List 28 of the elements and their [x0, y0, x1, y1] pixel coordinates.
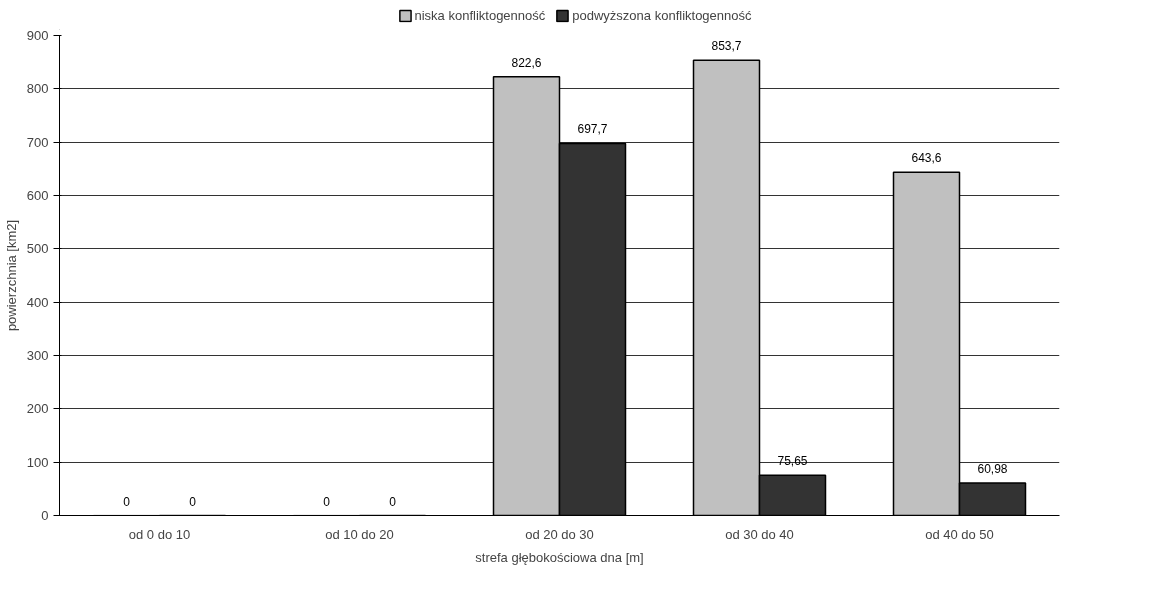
data-label: 0 [189, 494, 197, 509]
x-tick-label: od 20 do 30 [525, 526, 594, 542]
x-tick-label: od 40 do 50 [925, 526, 994, 542]
data-label: 822,6 [511, 55, 542, 70]
y-tick-label: 400 [26, 294, 49, 310]
y-tick-label: 300 [26, 348, 49, 363]
data-label: 853,7 [711, 39, 742, 54]
y-tick-label: 500 [26, 241, 49, 257]
legend-label: niska konfliktogenność [414, 7, 546, 23]
y-tick-label: 0 [41, 508, 49, 523]
y-tick-label: 600 [26, 188, 49, 203]
y-axis-title: powierzchnia [km2] [3, 219, 19, 332]
x-axis-title: strefa głębokościowa dna [m] [475, 549, 644, 565]
legend-label: podwyższona konfliktogenność [572, 7, 752, 23]
data-label: 0 [389, 494, 397, 509]
data-label: 697,7 [577, 122, 608, 137]
y-tick-label: 100 [26, 454, 49, 470]
data-label: 60,98 [977, 461, 1008, 476]
x-tick-label: od 30 do 40 [725, 526, 794, 542]
data-label: 0 [323, 494, 331, 509]
y-tick-label: 700 [26, 134, 49, 150]
x-tick-label: od 10 do 20 [325, 526, 394, 542]
data-label: 643,6 [911, 151, 942, 166]
y-tick-label: 900 [26, 28, 49, 43]
y-tick-label: 200 [26, 401, 49, 417]
data-label: 0 [123, 494, 131, 509]
y-tick-label: 800 [26, 81, 49, 97]
x-tick-label: od 0 do 10 [128, 526, 191, 542]
